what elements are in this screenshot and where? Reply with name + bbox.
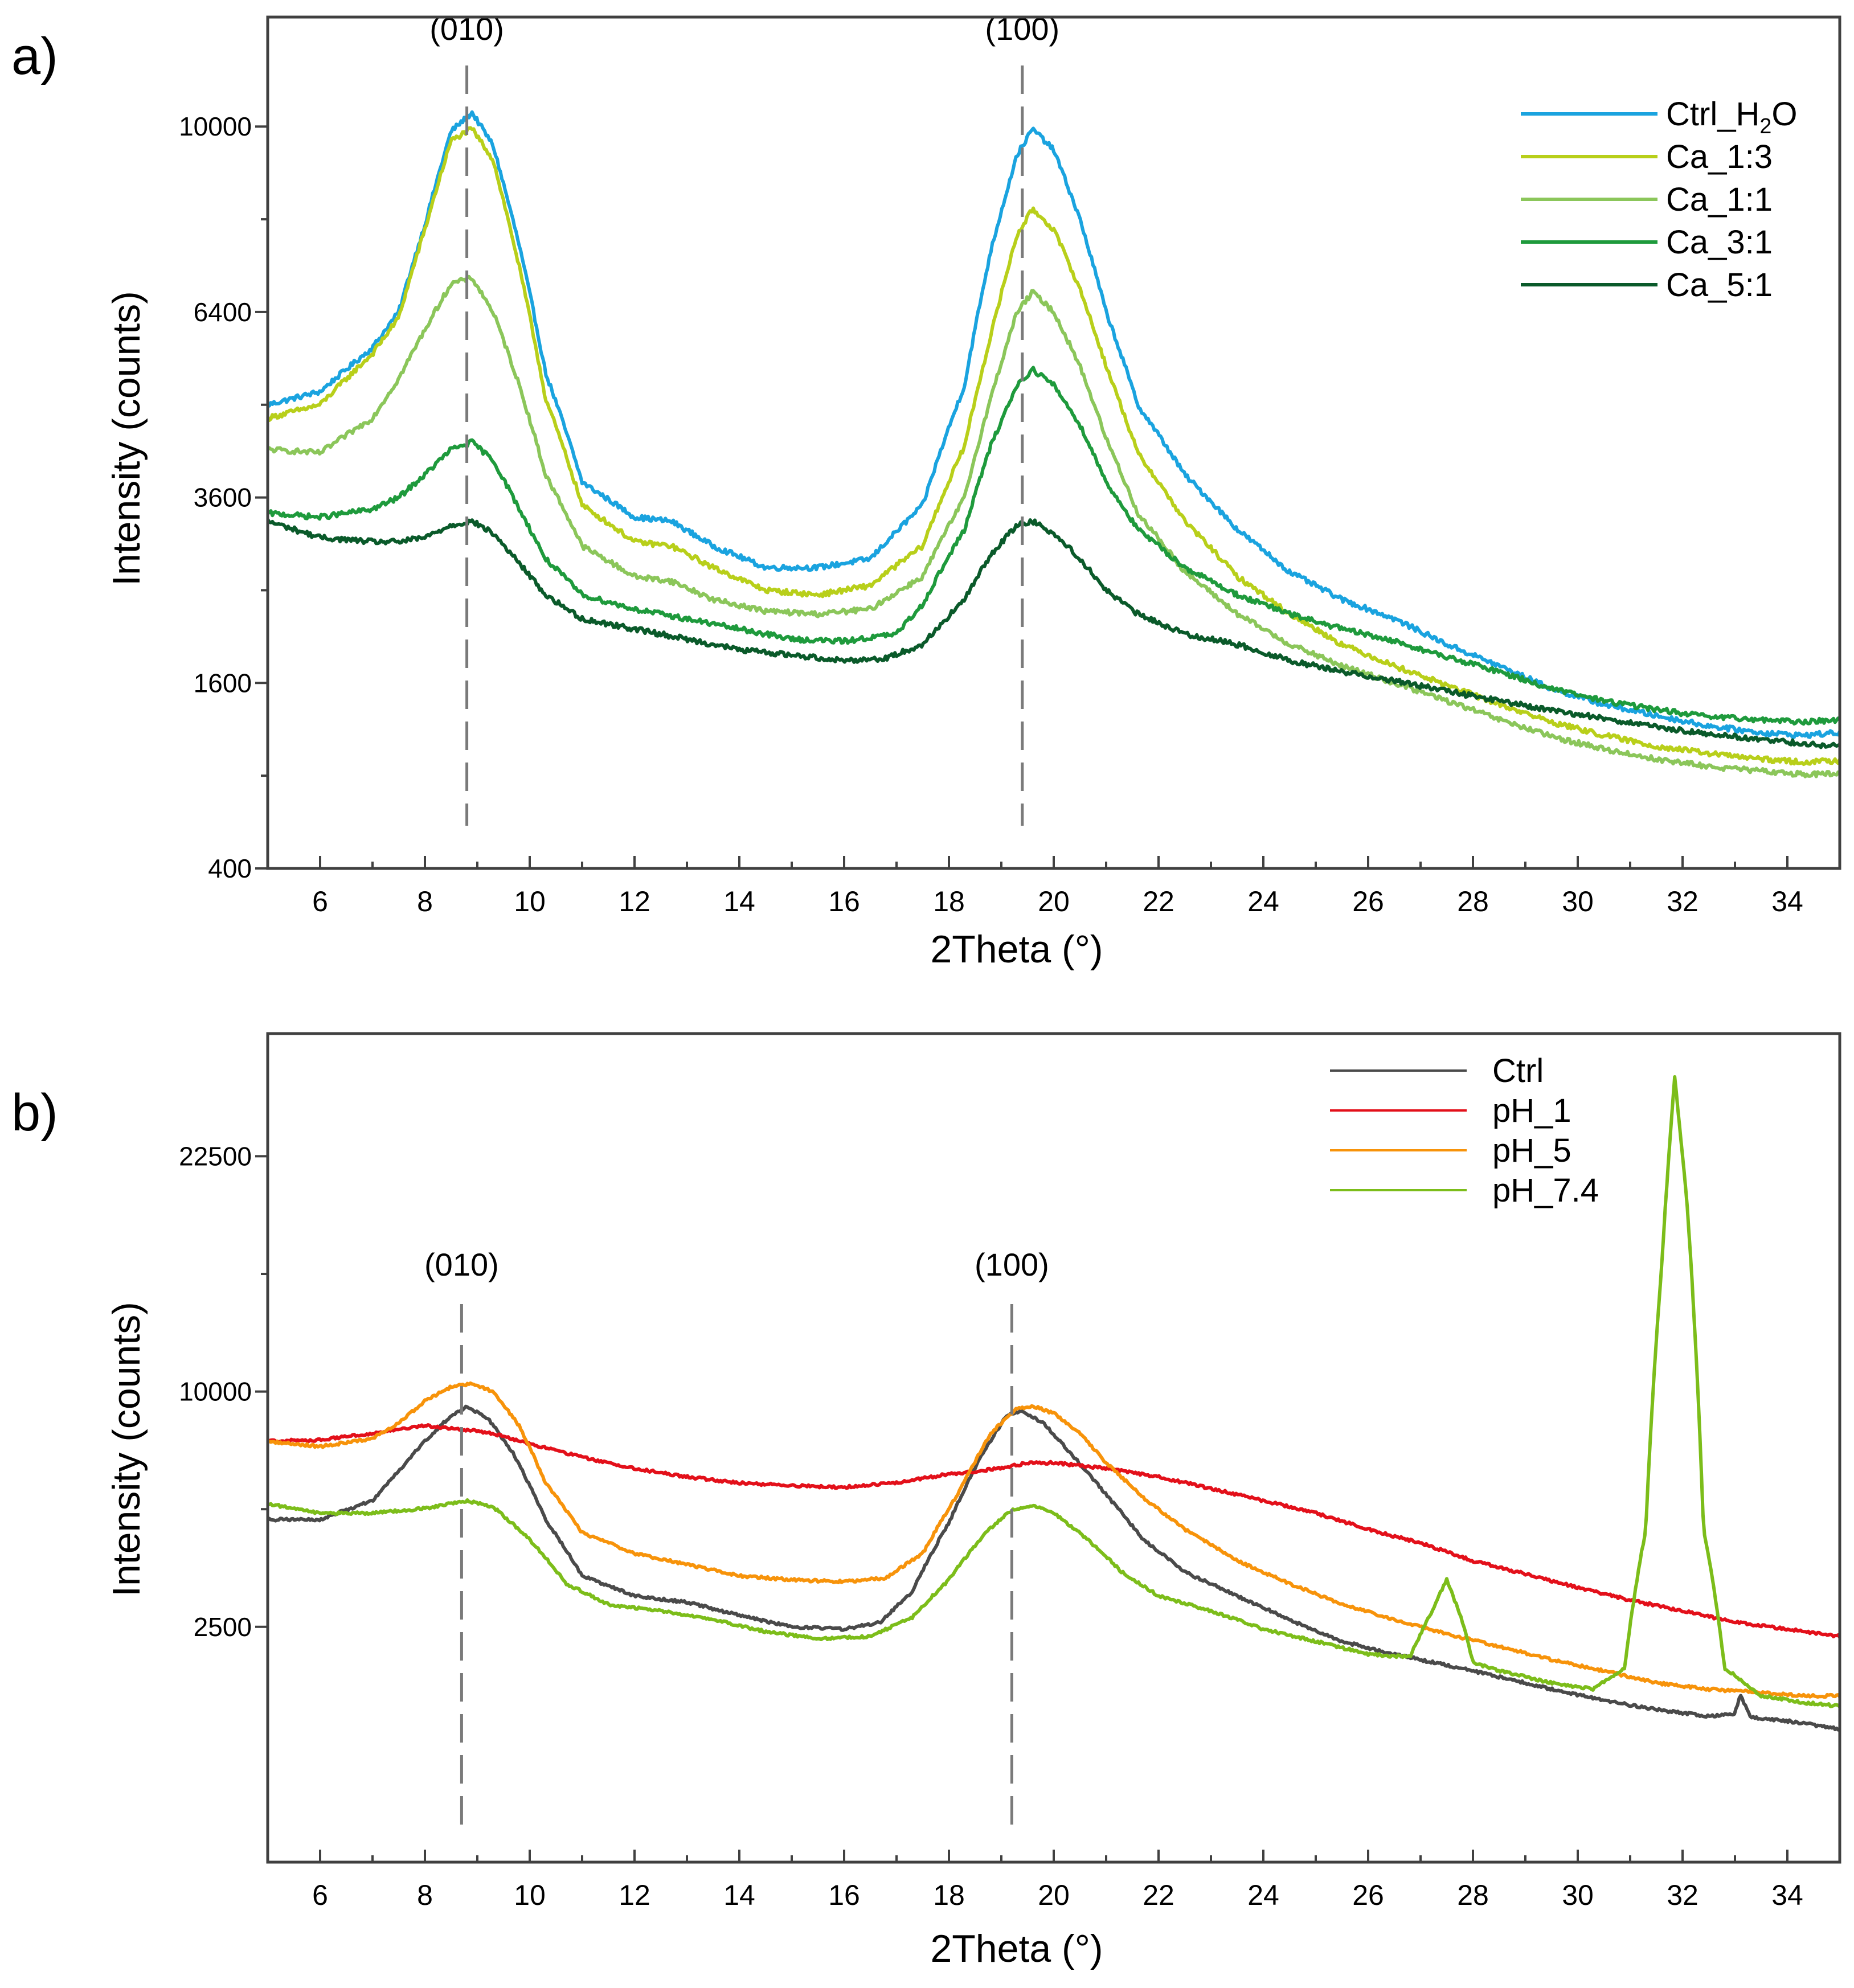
series-line-Ca_1:3	[266, 126, 1841, 766]
y-tick-label: 2500	[194, 1612, 252, 1642]
legend-label: Ca_1:1	[1666, 181, 1773, 218]
x-tick-label: 26	[1352, 1879, 1384, 1911]
x-tick-label: 34	[1771, 886, 1803, 917]
series-line-pH_1	[266, 1423, 1841, 1638]
x-tick-label: 22	[1143, 1879, 1174, 1911]
x-tick-label: 12	[619, 1879, 650, 1911]
x-tick-label: 32	[1667, 1879, 1699, 1911]
x-tick-label: 28	[1457, 886, 1489, 917]
x-tick-label: 14	[723, 1879, 755, 1911]
y-tick-label: 22500	[179, 1141, 252, 1171]
chart-panel-b: b) (010) (100) 6 8 10 12 14 16 18 20 22 24 26 28 30 32…	[11, 1032, 1841, 1970]
x-axis-title-a: 2Theta (°)	[930, 928, 1103, 971]
x-tick-label: 10	[514, 1879, 546, 1911]
legend-label: Ctrl_H2O	[1666, 96, 1797, 138]
y-axis-title-b: Intensity (counts)	[105, 1302, 148, 1597]
chart-panel-a: a) (010) (100) 6 8 10 12 14 16 18 20 22 24 26 28 30 32…	[11, 11, 1841, 971]
x-tick-label: 10	[514, 886, 546, 917]
x-tick-label: 28	[1457, 1879, 1489, 1911]
plot-frame-a	[266, 15, 1841, 870]
x-tick-label: 30	[1562, 1879, 1594, 1911]
series-line-pH_5	[267, 1381, 1841, 1699]
peak-guides-a: (010) (100)	[429, 11, 1059, 826]
x-axis-title-b: 2Theta (°)	[930, 1927, 1103, 1970]
x-tick-label: 22	[1143, 886, 1174, 917]
x-tick-label: 20	[1038, 1879, 1070, 1911]
legend-label: pH_1	[1492, 1092, 1571, 1129]
y-axis-ticks-a: 400 1600 3600 6400 10000	[179, 112, 268, 883]
y-tick-label: 6400	[194, 297, 252, 327]
series-line-pH_7.4	[267, 1075, 1841, 1708]
x-tick-label: 30	[1562, 886, 1594, 917]
peak-label: (100)	[975, 1247, 1049, 1282]
y-axis-title-a: Intensity (counts)	[105, 291, 148, 586]
x-tick-label: 32	[1667, 886, 1699, 917]
x-tick-label: 24	[1247, 886, 1279, 917]
series-line-Ctrl	[266, 1404, 1840, 1732]
panel-label-a: a)	[11, 27, 58, 85]
plot-frame-b	[266, 1032, 1841, 1864]
y-tick-label: 10000	[179, 1377, 252, 1407]
x-tick-label: 24	[1247, 1879, 1279, 1911]
y-tick-label: 400	[208, 854, 252, 883]
y-tick-label: 1600	[194, 668, 252, 698]
y-axis-ticks-b: 2500 10000 22500	[179, 1141, 268, 1642]
x-tick-label: 12	[619, 886, 650, 917]
x-tick-label: 16	[828, 1879, 860, 1911]
legend-label: pH_5	[1492, 1132, 1571, 1169]
peak-label: (010)	[424, 1247, 499, 1282]
legend-label: pH_7.4	[1492, 1172, 1599, 1209]
x-axis-ticks-a: 6 8 10 12 14 16 18 20 22 24 26 28 30 32 34	[267, 856, 1841, 917]
series-line-Ca_1:1	[267, 274, 1840, 778]
x-tick-label: 8	[417, 1879, 433, 1911]
y-tick-label: 10000	[179, 112, 252, 141]
plot-lines-b	[266, 1075, 1841, 1732]
plot-lines-a	[266, 110, 1841, 778]
legend-label: Ca_1:3	[1666, 138, 1773, 175]
series-line-Ca_3:1	[267, 366, 1840, 726]
x-tick-label: 6	[312, 886, 328, 917]
panel-label-b: b)	[11, 1084, 58, 1142]
legend-label: Ca_3:1	[1666, 224, 1773, 261]
x-tick-label: 6	[312, 1879, 328, 1911]
x-tick-label: 8	[417, 886, 433, 917]
x-tick-label: 14	[723, 886, 755, 917]
x-tick-label: 26	[1352, 886, 1384, 917]
x-tick-label: 34	[1771, 1879, 1803, 1911]
legend-label: Ca_5:1	[1666, 267, 1773, 304]
x-tick-label: 18	[933, 886, 965, 917]
series-line-Ca_5:1	[266, 518, 1841, 749]
x-tick-label: 20	[1038, 886, 1070, 917]
x-axis-ticks-b: 6 8 10 12 14 16 18 20 22 24 26 28 30 32 34	[267, 1850, 1841, 1911]
legend-label: Ctrl	[1492, 1052, 1544, 1089]
x-tick-label: 16	[828, 886, 860, 917]
x-tick-label: 18	[933, 1879, 965, 1911]
peak-guides-b: (010) (100)	[424, 1247, 1049, 1831]
y-tick-label: 3600	[194, 483, 252, 513]
